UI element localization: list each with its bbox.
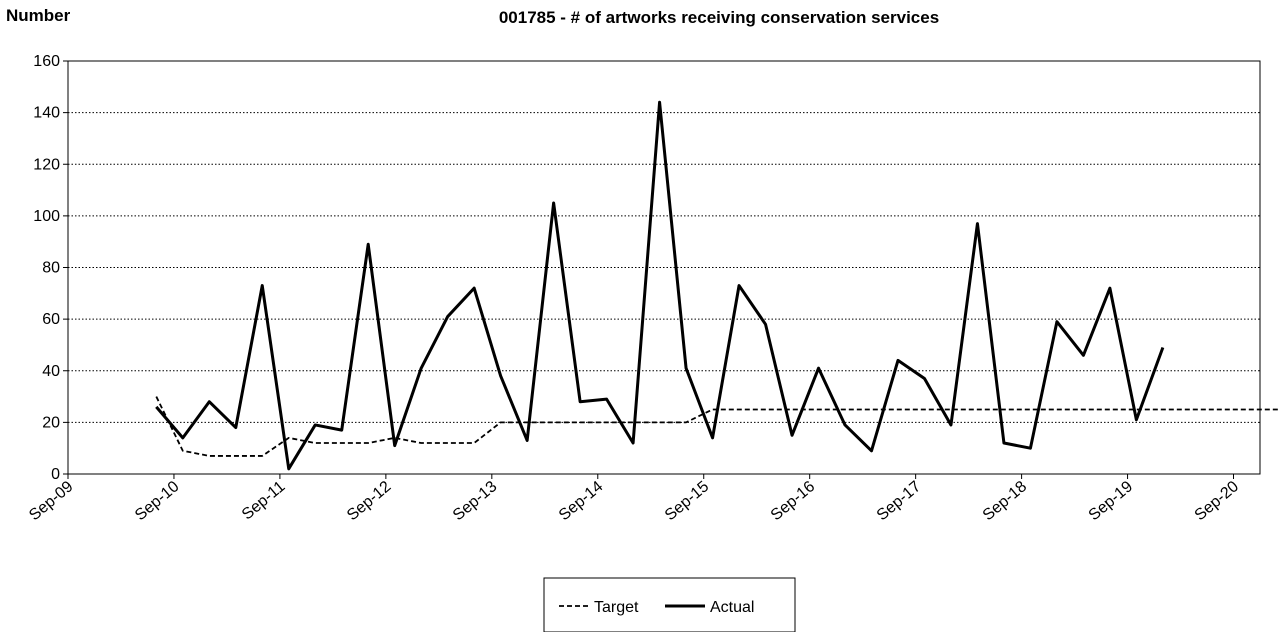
- legend-label-actual: Actual: [710, 599, 754, 616]
- x-tick-label: Sep-14: [556, 478, 607, 524]
- y-tick-label: 80: [42, 260, 60, 277]
- series-line-actual: [155, 100, 1165, 471]
- series-line-target: [155, 396, 1278, 457]
- y-tick-label: 160: [33, 53, 60, 70]
- y-axis-ticks: 0 20 40 60 80 100 120 140 160: [33, 53, 68, 483]
- y-tick-label: 100: [33, 208, 60, 225]
- y-tick-label: 120: [33, 156, 60, 173]
- y-tick-label: 20: [42, 414, 60, 431]
- x-tick-label: Sep-19: [1086, 478, 1137, 524]
- y-tick-label: 60: [42, 311, 60, 328]
- series-lines: [155, 100, 1278, 471]
- y-tick-label: 40: [42, 363, 60, 380]
- x-axis-ticks: Sep-09 Sep-10 Sep-11 Sep-12 Sep-13 Sep-14 Sep-…: [26, 474, 1242, 524]
- x-tick-label: Sep-17: [874, 478, 925, 524]
- y-tick-label: 140: [33, 105, 60, 122]
- legend: Target Actual: [543, 577, 796, 632]
- x-tick-label: Sep-20: [1192, 478, 1243, 524]
- legend-label-target: Target: [594, 599, 639, 616]
- x-tick-label: Sep-18: [980, 478, 1031, 524]
- x-tick-label: Sep-10: [132, 478, 183, 524]
- x-tick-label: Sep-16: [768, 478, 819, 524]
- x-tick-label: Sep-11: [239, 478, 289, 523]
- x-tick-label: Sep-12: [344, 478, 395, 524]
- y-axis-label: Number: [6, 6, 71, 25]
- x-tick-label: Sep-13: [450, 478, 501, 524]
- chart-title: 001785 - # of artworks receiving conserv…: [498, 8, 940, 27]
- plot-area-frame: [67, 60, 1261, 475]
- x-tick-label: Sep-15: [662, 478, 713, 524]
- y-tick-label: 0: [51, 466, 60, 483]
- x-tick-label: Sep-09: [26, 478, 77, 524]
